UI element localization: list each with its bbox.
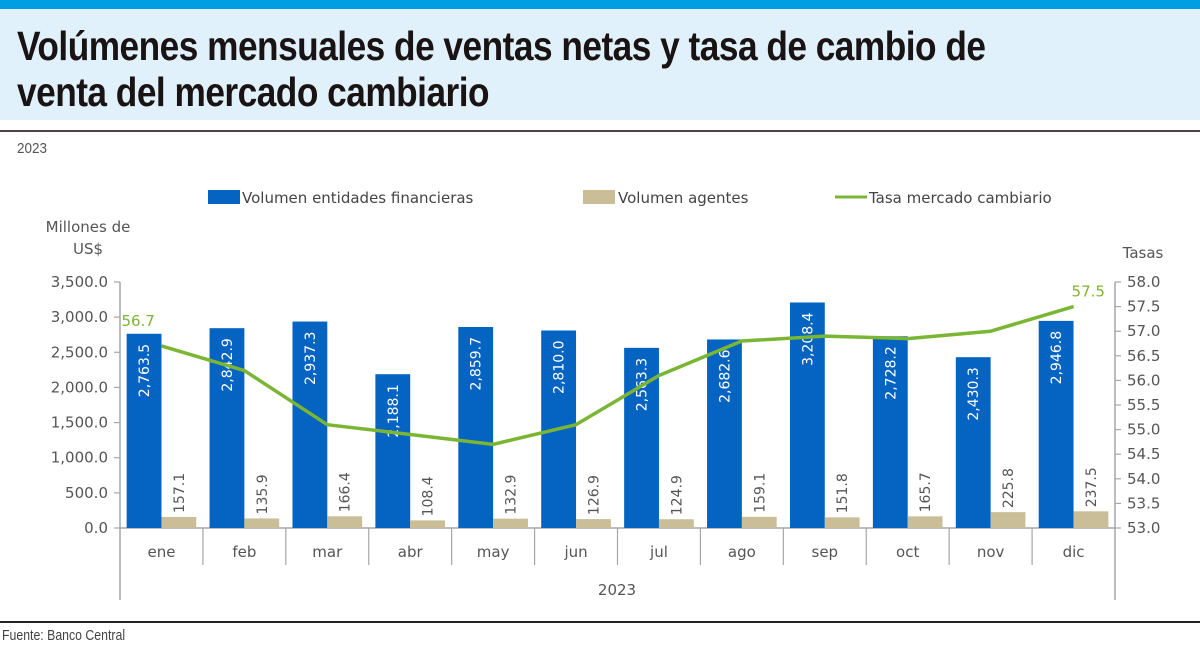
x-tick-label: ago — [728, 543, 756, 561]
y-tick-label: 2,500.0 — [51, 343, 108, 361]
bar-label-entidades: 2,188.1 — [386, 384, 402, 437]
bar-label-entidades: 3,208.4 — [800, 312, 816, 366]
legend-label-tasa: Tasa mercado cambiario — [868, 189, 1052, 207]
bar-entidades — [292, 321, 328, 528]
x-axis-title: 2023 — [598, 581, 636, 599]
y2-tick-label: 53.0 — [1127, 519, 1160, 537]
legend-label-agentes: Volumen agentes — [618, 189, 749, 207]
y-tick-label: 1,500.0 — [51, 414, 108, 432]
x-tick-label: ene — [147, 543, 175, 561]
y-tick-label: 1,000.0 — [51, 449, 108, 467]
y-tick-label: 3,500.0 — [51, 273, 108, 291]
bar-label-entidades: 2,682.6 — [717, 349, 733, 403]
x-tick-label: jun — [563, 543, 587, 561]
bar-entidades — [872, 336, 908, 528]
rate-line-path — [160, 304, 1075, 447]
y-tick-label: 500.0 — [65, 484, 108, 502]
bar-entidades — [955, 357, 991, 528]
y-axis-title-line2: US$ — [73, 240, 103, 258]
bar-label-agentes: 108.4 — [421, 476, 437, 516]
bar-label-entidades: 2,763.5 — [137, 344, 153, 397]
bar-agentes — [741, 516, 777, 528]
y2-tick-label: 55.0 — [1127, 421, 1160, 439]
x-tick-label: sep — [812, 543, 839, 561]
bar-entidades — [707, 339, 742, 528]
y-tick-label: 0.0 — [84, 519, 108, 537]
bar-agentes — [410, 520, 446, 528]
chart-subtitle: 2023 — [17, 140, 48, 157]
y2-tick-label: 55.5 — [1127, 396, 1160, 414]
title-banner: Volúmenes mensuales de ventas netas y ta… — [0, 9, 1200, 120]
bar-entidades — [1038, 320, 1074, 528]
bar-label-agentes: 151.8 — [835, 473, 851, 513]
x-tick-label: may — [477, 543, 510, 561]
divider-bottom — [0, 621, 1200, 623]
chart-title: Volúmenes mensuales de ventas netas y ta… — [17, 23, 986, 115]
y-axis-title-line1: Millones de — [46, 218, 131, 236]
legend-label-entidades: Volumen entidades financieras — [242, 189, 474, 207]
legend: Volumen entidades financieras Volumen ag… — [208, 189, 1052, 207]
bar-label-agentes: 166.4 — [338, 472, 354, 512]
y2-tick-label: 53.5 — [1127, 494, 1160, 512]
legend-swatch-entidades — [208, 190, 240, 204]
bar-label-entidades: 2,810.0 — [552, 340, 568, 393]
bar-agentes — [907, 516, 943, 528]
rate-point-label: 56.7 — [121, 312, 154, 330]
bar-agentes — [161, 516, 197, 528]
rate-line: 56.7 57.5 — [121, 283, 1105, 447]
header-accent-bar — [0, 0, 1200, 9]
y2-tick-label: 57.0 — [1127, 322, 1160, 340]
x-tick-label: oct — [896, 543, 919, 561]
y2-tick-label: 56.0 — [1127, 371, 1160, 389]
y2-tick-label: 54.0 — [1127, 470, 1160, 488]
bar-agentes — [990, 512, 1026, 528]
y2-tick-label: 54.5 — [1127, 445, 1160, 463]
bar-entidades — [126, 333, 162, 528]
bar-label-entidades: 2,937.3 — [303, 332, 319, 385]
bar-agentes — [1073, 511, 1109, 528]
y-tick-label: 2,000.0 — [51, 378, 108, 396]
y2-tick-label: 58.0 — [1127, 273, 1160, 291]
legend-swatch-agentes — [583, 190, 615, 204]
x-tick-label: dic — [1063, 543, 1085, 561]
y-tick-label: 3,000.0 — [51, 308, 108, 326]
bar-agentes — [244, 518, 280, 528]
y2-axis-title: Tasas — [1122, 244, 1164, 262]
bar-agentes — [576, 519, 611, 528]
x-tick-label: feb — [232, 543, 256, 561]
bar-agentes — [824, 517, 860, 528]
bar-label-agentes: 159.1 — [752, 473, 768, 513]
bar-label-agentes: 165.7 — [918, 472, 934, 512]
bar-label-agentes: 132.9 — [504, 475, 520, 515]
rate-point-label: 57.5 — [1072, 283, 1105, 301]
divider-top — [0, 130, 1200, 132]
y2-tick-label: 57.5 — [1127, 298, 1160, 316]
x-tick-label: mar — [312, 543, 343, 561]
axes: 0.0 500.0 1,000.0 1,500.0 2,000.0 2,500.0 3,00… — [51, 273, 1160, 600]
bar-entidades — [789, 302, 825, 528]
bar-entidades — [375, 374, 411, 528]
bar-label-agentes: 124.9 — [669, 475, 685, 515]
x-tick-label: jul — [649, 543, 668, 561]
bar-label-entidades: 2,859.7 — [469, 337, 485, 390]
bar-label-entidades: 2,728.2 — [883, 346, 899, 399]
bar-label-agentes: 126.9 — [586, 475, 602, 515]
bar-agentes — [658, 519, 694, 528]
bar-label-entidades: 2,946.8 — [1049, 331, 1065, 384]
x-tick-label: abr — [398, 543, 424, 561]
bar-agentes — [327, 516, 363, 528]
bar-label-agentes: 135.9 — [255, 474, 271, 514]
bar-label-entidades: 2,430.3 — [966, 367, 982, 420]
bar-label-agentes: 237.5 — [1084, 467, 1100, 507]
x-tick-label: nov — [977, 543, 1005, 561]
bar-agentes — [493, 518, 528, 528]
bar-entidades — [458, 327, 494, 528]
bars: 2,763.5157.12,842.9135.92,937.3166.42,18… — [126, 302, 1109, 528]
y2-tick-label: 56.5 — [1127, 347, 1160, 365]
bar-label-agentes: 157.1 — [172, 473, 188, 513]
source-note: Fuente: Banco Central — [2, 627, 126, 644]
bar-label-agentes: 225.8 — [1001, 468, 1017, 508]
